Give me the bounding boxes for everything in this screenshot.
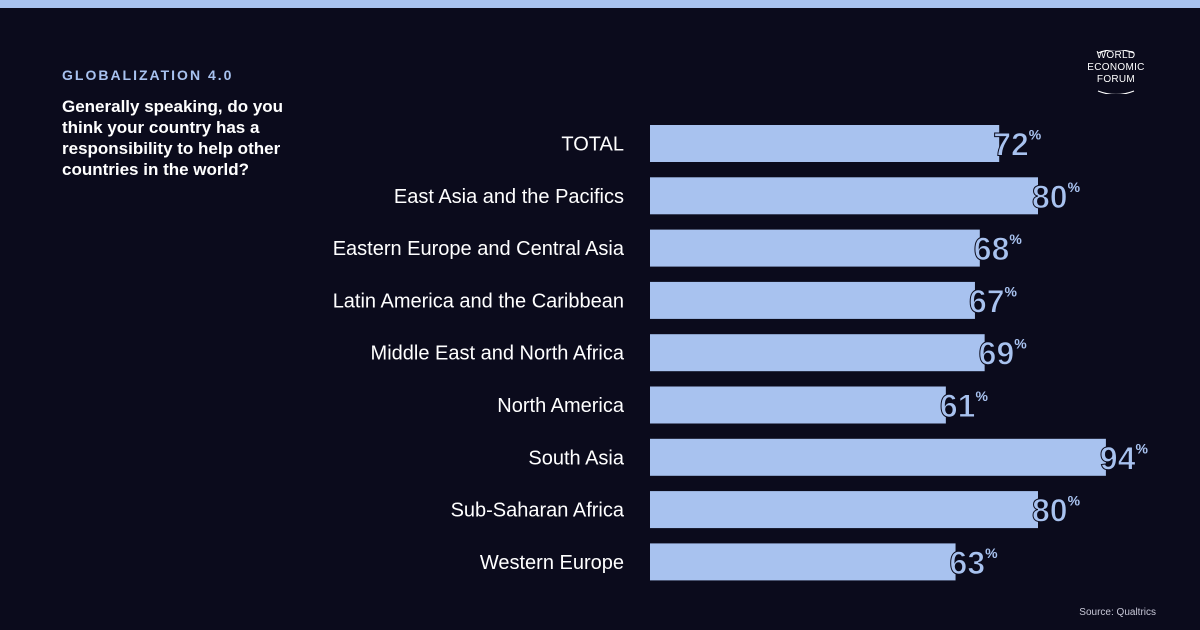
bar-6 xyxy=(650,438,1106,476)
bar-3 xyxy=(650,281,975,319)
category-label: Eastern Europe and Central Asia xyxy=(333,238,625,260)
value-label: 80% xyxy=(1032,179,1081,215)
category-label: East Asia and the Pacifics xyxy=(394,186,624,208)
value-label: 63% xyxy=(950,545,999,581)
value-unit: % xyxy=(1068,179,1081,195)
value-unit: % xyxy=(975,388,988,404)
source-note: Source: Qualtrics xyxy=(1079,607,1156,618)
value-label: 68% xyxy=(974,231,1023,267)
bar-0 xyxy=(650,125,1000,162)
value-unit: % xyxy=(1135,440,1148,456)
category-label: Western Europe xyxy=(480,552,624,574)
category-label: Sub-Saharan Africa xyxy=(451,500,625,522)
value-unit: % xyxy=(1009,231,1022,247)
bar-7 xyxy=(650,491,1038,529)
category-label: North America xyxy=(497,395,625,417)
logo-line-3: FORUM xyxy=(1096,74,1136,85)
category-label: Middle East and North Africa xyxy=(371,343,625,365)
wef-logo: WORLD ECONOMIC FORUM xyxy=(1076,50,1156,94)
section-eyebrow: GLOBALIZATION 4.0 xyxy=(62,67,234,83)
value-label: 72% xyxy=(993,127,1042,163)
value-unit: % xyxy=(985,545,998,561)
survey-question: Generally speaking, do you think your co… xyxy=(62,97,284,179)
logo-line-2: ECONOMIC xyxy=(1087,62,1145,73)
logo-arc-icon xyxy=(1097,50,1135,94)
bar-2 xyxy=(650,229,980,267)
value-unit: % xyxy=(1068,493,1081,509)
bar-4 xyxy=(650,334,985,372)
value-label: 94% xyxy=(1100,440,1149,476)
bar-5 xyxy=(650,386,946,424)
value-label: 69% xyxy=(979,336,1028,372)
bar-1 xyxy=(650,177,1038,215)
top-accent-stripe xyxy=(0,0,1200,8)
value-label: 61% xyxy=(940,388,989,424)
category-label: TOTAL xyxy=(561,134,624,156)
value-unit: % xyxy=(1014,336,1027,352)
category-label: South Asia xyxy=(528,447,625,469)
bar-8 xyxy=(650,543,956,581)
value-unit: % xyxy=(1029,127,1042,143)
category-label: Latin America and the Caribbean xyxy=(333,290,624,312)
value-unit: % xyxy=(1005,283,1018,299)
value-label: 80% xyxy=(1032,493,1081,529)
logo-line-1: WORLD xyxy=(1096,50,1136,61)
value-label: 67% xyxy=(969,283,1018,319)
